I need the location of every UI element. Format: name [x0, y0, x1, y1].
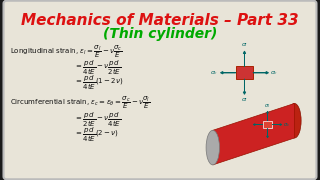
Text: $\sigma_l$: $\sigma_l$ — [241, 41, 248, 49]
FancyArrow shape — [272, 124, 282, 125]
Text: Mechanics of Materials – Part 33: Mechanics of Materials – Part 33 — [21, 13, 299, 28]
Text: $\sigma_c$: $\sigma_c$ — [283, 121, 290, 129]
Ellipse shape — [206, 130, 220, 165]
FancyArrow shape — [253, 71, 268, 74]
FancyArrow shape — [267, 128, 268, 138]
Text: (Thin cylinder): (Thin cylinder) — [103, 27, 217, 41]
Text: Circumferential strain, $\varepsilon_c = \varepsilon_\theta = \dfrac{\sigma_c}{E: Circumferential strain, $\varepsilon_c =… — [10, 95, 150, 111]
Text: $= \dfrac{pd}{4tE}(1 - 2\nu)$: $= \dfrac{pd}{4tE}(1 - 2\nu)$ — [74, 74, 123, 92]
Text: $\sigma_c$: $\sigma_c$ — [210, 69, 219, 77]
Text: Longitudinal strain, $\varepsilon_l = \dfrac{\sigma_l}{E} - \nu\dfrac{\sigma_c}{: Longitudinal strain, $\varepsilon_l = \d… — [10, 44, 123, 60]
Bar — [263, 121, 272, 128]
Bar — [236, 66, 253, 79]
FancyArrow shape — [267, 111, 268, 121]
Text: $\sigma_l$: $\sigma_l$ — [241, 96, 248, 104]
FancyArrow shape — [243, 79, 246, 94]
Text: $= \dfrac{pd}{2tE} - \nu\dfrac{pd}{4tE}$: $= \dfrac{pd}{2tE} - \nu\dfrac{pd}{4tE}$ — [74, 111, 121, 129]
Ellipse shape — [288, 103, 301, 138]
FancyBboxPatch shape — [4, 1, 316, 179]
Polygon shape — [213, 103, 294, 165]
FancyArrow shape — [253, 124, 263, 125]
Text: $\sigma_l$: $\sigma_l$ — [264, 102, 271, 110]
Text: $\sigma_c$: $\sigma_c$ — [270, 69, 279, 77]
Text: $= \dfrac{pd}{4tE} - \nu\dfrac{pd}{2tE}$: $= \dfrac{pd}{4tE} - \nu\dfrac{pd}{2tE}$ — [74, 59, 121, 77]
FancyArrow shape — [243, 51, 246, 66]
Text: $= \dfrac{pd}{4tE}(2 - \nu)$: $= \dfrac{pd}{4tE}(2 - \nu)$ — [74, 125, 118, 144]
FancyArrow shape — [220, 71, 236, 74]
